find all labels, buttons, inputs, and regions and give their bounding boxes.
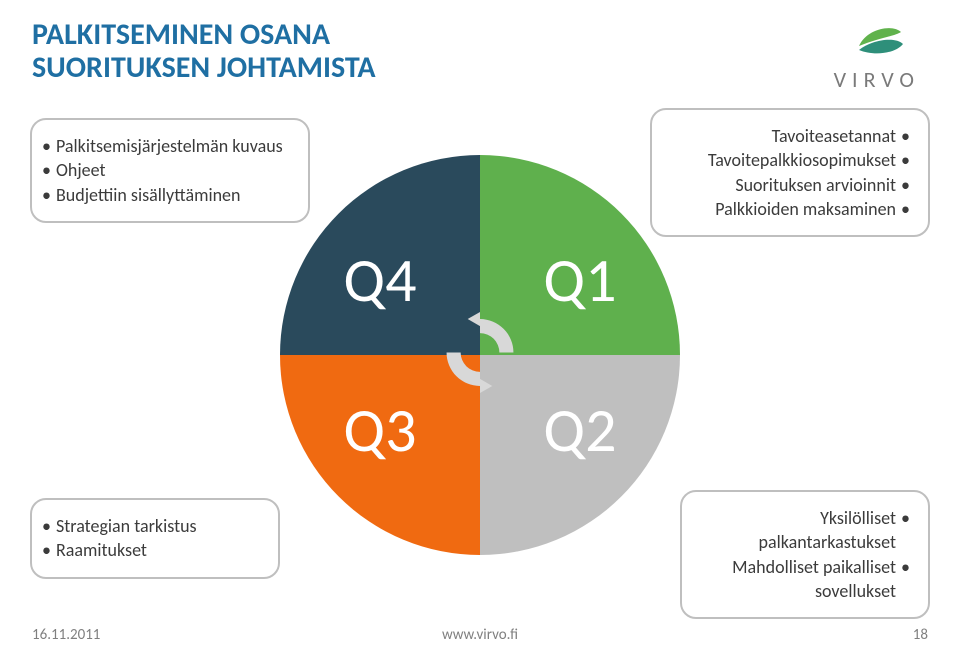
q1-label: Q1 xyxy=(543,242,616,318)
box-item: Tavoitepalkkiosopimukset xyxy=(662,148,910,172)
box-bottom-left: Strategian tarkistusRaamitukset xyxy=(30,498,280,579)
q2-label: Q2 xyxy=(543,392,616,468)
q4-label: Q4 xyxy=(343,242,416,318)
box-item: Strategian tarkistus xyxy=(42,514,260,538)
box-item: Suorituksen arvioinnit xyxy=(662,173,910,197)
footer-page-number: 18 xyxy=(913,626,928,644)
cycle-arrows-icon xyxy=(436,309,524,402)
logo: VIRVO xyxy=(834,22,920,93)
footer-url: www.virvo.fi xyxy=(442,626,518,644)
page-title: PALKITSEMINEN OSANA SUORITUKSEN JOHTAMIS… xyxy=(32,18,376,84)
quarter-circle: Q4 Q1 Q3 Q2 xyxy=(280,155,680,555)
box-item: Palkkioiden maksaminen xyxy=(662,197,910,221)
logo-text: VIRVO xyxy=(834,66,920,93)
slide: { "title": { "line1": "PALKITSEMINEN OSA… xyxy=(0,0,960,658)
box-item: Budjettiin sisällyttäminen xyxy=(42,183,290,207)
box-top-left-list: Palkitsemisjärjestelmän kuvausOhjeetBudj… xyxy=(42,134,290,207)
leaf-icon xyxy=(849,22,905,62)
box-item: Ohjeet xyxy=(42,158,290,182)
box-item: Raamitukset xyxy=(42,538,260,562)
box-item: Palkitsemisjärjestelmän kuvaus xyxy=(42,134,290,158)
title-line2: SUORITUKSEN JOHTAMISTA xyxy=(32,51,376,84)
box-top-right: TavoiteasetannatTavoitepalkkiosopimukset… xyxy=(650,108,930,237)
box-bottom-right-list: Yksilölliset palkantarkastuksetMahdollis… xyxy=(692,506,910,603)
title-line1: PALKITSEMINEN OSANA xyxy=(32,18,376,51)
box-item: Yksilölliset palkantarkastukset xyxy=(692,506,910,555)
box-bottom-left-list: Strategian tarkistusRaamitukset xyxy=(42,514,260,563)
box-item: Mahdolliset paikalliset sovellukset xyxy=(692,555,910,604)
q3-label: Q3 xyxy=(343,392,416,468)
box-top-right-list: TavoiteasetannatTavoitepalkkiosopimukset… xyxy=(662,124,910,221)
box-bottom-right: Yksilölliset palkantarkastuksetMahdollis… xyxy=(680,490,930,619)
box-item: Tavoiteasetannat xyxy=(662,124,910,148)
box-top-left: Palkitsemisjärjestelmän kuvausOhjeetBudj… xyxy=(30,118,310,223)
footer-date: 16.11.2011 xyxy=(32,626,100,644)
